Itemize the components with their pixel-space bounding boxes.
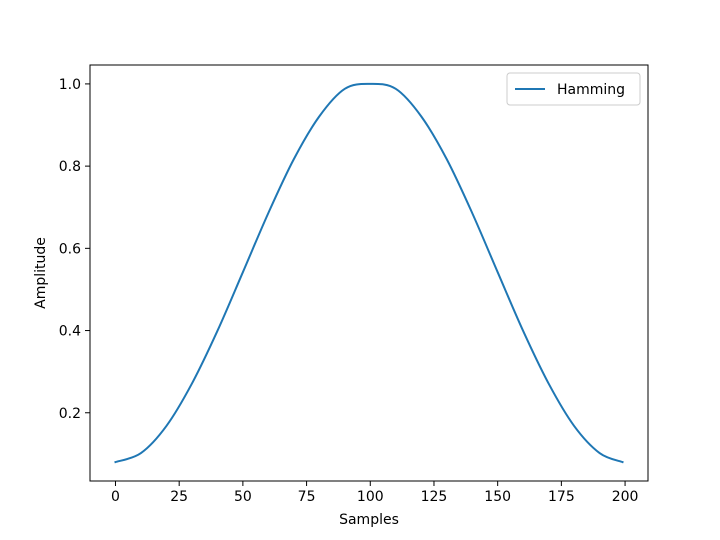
x-tick-label: 200 bbox=[612, 489, 639, 505]
x-tick-label: 150 bbox=[484, 489, 511, 505]
x-tick-label: 25 bbox=[170, 489, 188, 505]
plot-frame bbox=[89, 64, 649, 482]
legend-box bbox=[506, 72, 641, 106]
y-tick-label: 1.0 bbox=[59, 77, 81, 93]
y-tick-label: 0.6 bbox=[59, 241, 81, 257]
y-axis-label: Amplitude bbox=[33, 237, 49, 309]
x-tick-label: 175 bbox=[548, 489, 575, 505]
legend-label: Hamming bbox=[557, 82, 625, 98]
x-tick-label: 125 bbox=[421, 489, 448, 505]
x-tick-label: 0 bbox=[111, 489, 120, 505]
series-line-hamming bbox=[114, 82, 624, 464]
y-tick-label: 0.2 bbox=[59, 406, 81, 422]
y-tick-label: 0.4 bbox=[59, 324, 81, 340]
x-axis: 0 25 50 75 100 125 150 175 200 bbox=[111, 481, 638, 505]
x-tick-label: 50 bbox=[234, 489, 252, 505]
x-tick-label: 100 bbox=[357, 489, 384, 505]
x-axis-label: Samples bbox=[339, 512, 399, 528]
y-tick-label: 0.8 bbox=[59, 159, 81, 175]
y-axis: 0.2 0.4 0.6 0.8 1.0 bbox=[59, 77, 90, 422]
legend: Hamming bbox=[506, 72, 641, 106]
plot-marks bbox=[114, 82, 624, 464]
x-tick-label: 75 bbox=[298, 489, 316, 505]
